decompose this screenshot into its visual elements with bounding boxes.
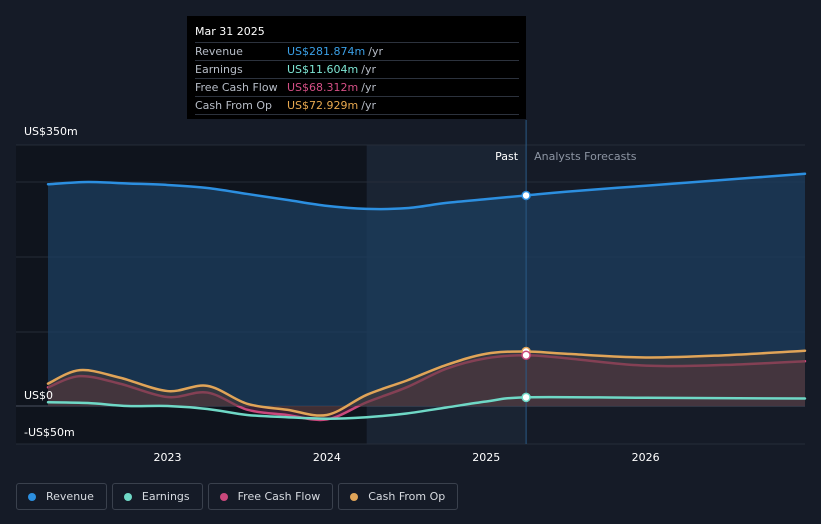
tooltip-row-cash-from-op: Cash From Op US$72.929m /yr	[195, 97, 519, 115]
tooltip-row-earnings: Earnings US$11.604m /yr	[195, 61, 519, 79]
tooltip-unit: /yr	[361, 63, 376, 76]
marker-earnings	[521, 392, 531, 403]
x-tick-label: 2026	[632, 451, 660, 464]
tooltip-date: Mar 31 2025	[195, 22, 519, 43]
y-tick-label: US$0	[24, 389, 53, 402]
series-line-earnings	[46, 395, 807, 420]
tooltip-label: Earnings	[195, 63, 243, 76]
x-tick-label: 2023	[154, 451, 182, 464]
legend-dot-icon	[28, 492, 36, 501]
tooltip-row-revenue: Revenue US$281.874m /yr	[195, 43, 519, 61]
series-line-revenue	[46, 172, 807, 211]
legend-dot-icon	[219, 492, 228, 501]
forecast-label: Analysts Forecasts	[534, 150, 637, 163]
tooltip-unit: /yr	[361, 99, 376, 112]
tooltip-value: US$72.929m	[287, 99, 359, 112]
tooltip-value: US$281.874m	[287, 45, 366, 58]
series-area-revenue	[48, 173, 805, 406]
past-label: Past	[495, 150, 519, 163]
legend: Revenue Earnings Free Cash Flow Cash Fro…	[16, 483, 463, 510]
legend-item-revenue[interactable]: Revenue	[16, 483, 107, 510]
y-tick-label: -US$50m	[24, 426, 75, 439]
legend-dot-icon	[123, 492, 132, 501]
series-line-cash-from-op	[46, 349, 807, 417]
legend-label: Free Cash Flow	[237, 490, 321, 503]
legend-label: Cash From Op	[368, 490, 446, 503]
y-tick-label: US$350m	[24, 125, 78, 138]
legend-label: Revenue	[46, 490, 94, 503]
tooltip-value: US$11.604m	[287, 63, 359, 76]
legend-label: Earnings	[141, 490, 190, 503]
tooltip-unit: /yr	[368, 45, 383, 58]
tooltip-label: Cash From Op	[195, 99, 273, 112]
marker-revenue	[521, 190, 531, 201]
legend-item-earnings[interactable]: Earnings	[111, 483, 203, 510]
marker-free-cash-flow	[521, 350, 531, 360]
tooltip-unit: /yr	[361, 81, 376, 94]
hover-tooltip: Mar 31 2025 Revenue US$281.874m /yr Earn…	[187, 16, 526, 119]
legend-dot-icon	[350, 492, 359, 501]
tooltip-label: Free Cash Flow	[195, 81, 278, 94]
series-area-cash-from-op	[48, 350, 805, 416]
legend-item-free-cash-flow[interactable]: Free Cash Flow	[207, 483, 334, 510]
tooltip-row-free-cash-flow: Free Cash Flow US$68.312m /yr	[195, 79, 519, 97]
tooltip-value: US$68.312m	[287, 81, 359, 94]
x-tick-label: 2024	[313, 451, 341, 464]
tooltip-label: Revenue	[195, 45, 243, 58]
legend-item-cash-from-op[interactable]: Cash From Op	[338, 483, 459, 510]
x-tick-label: 2025	[472, 451, 500, 464]
